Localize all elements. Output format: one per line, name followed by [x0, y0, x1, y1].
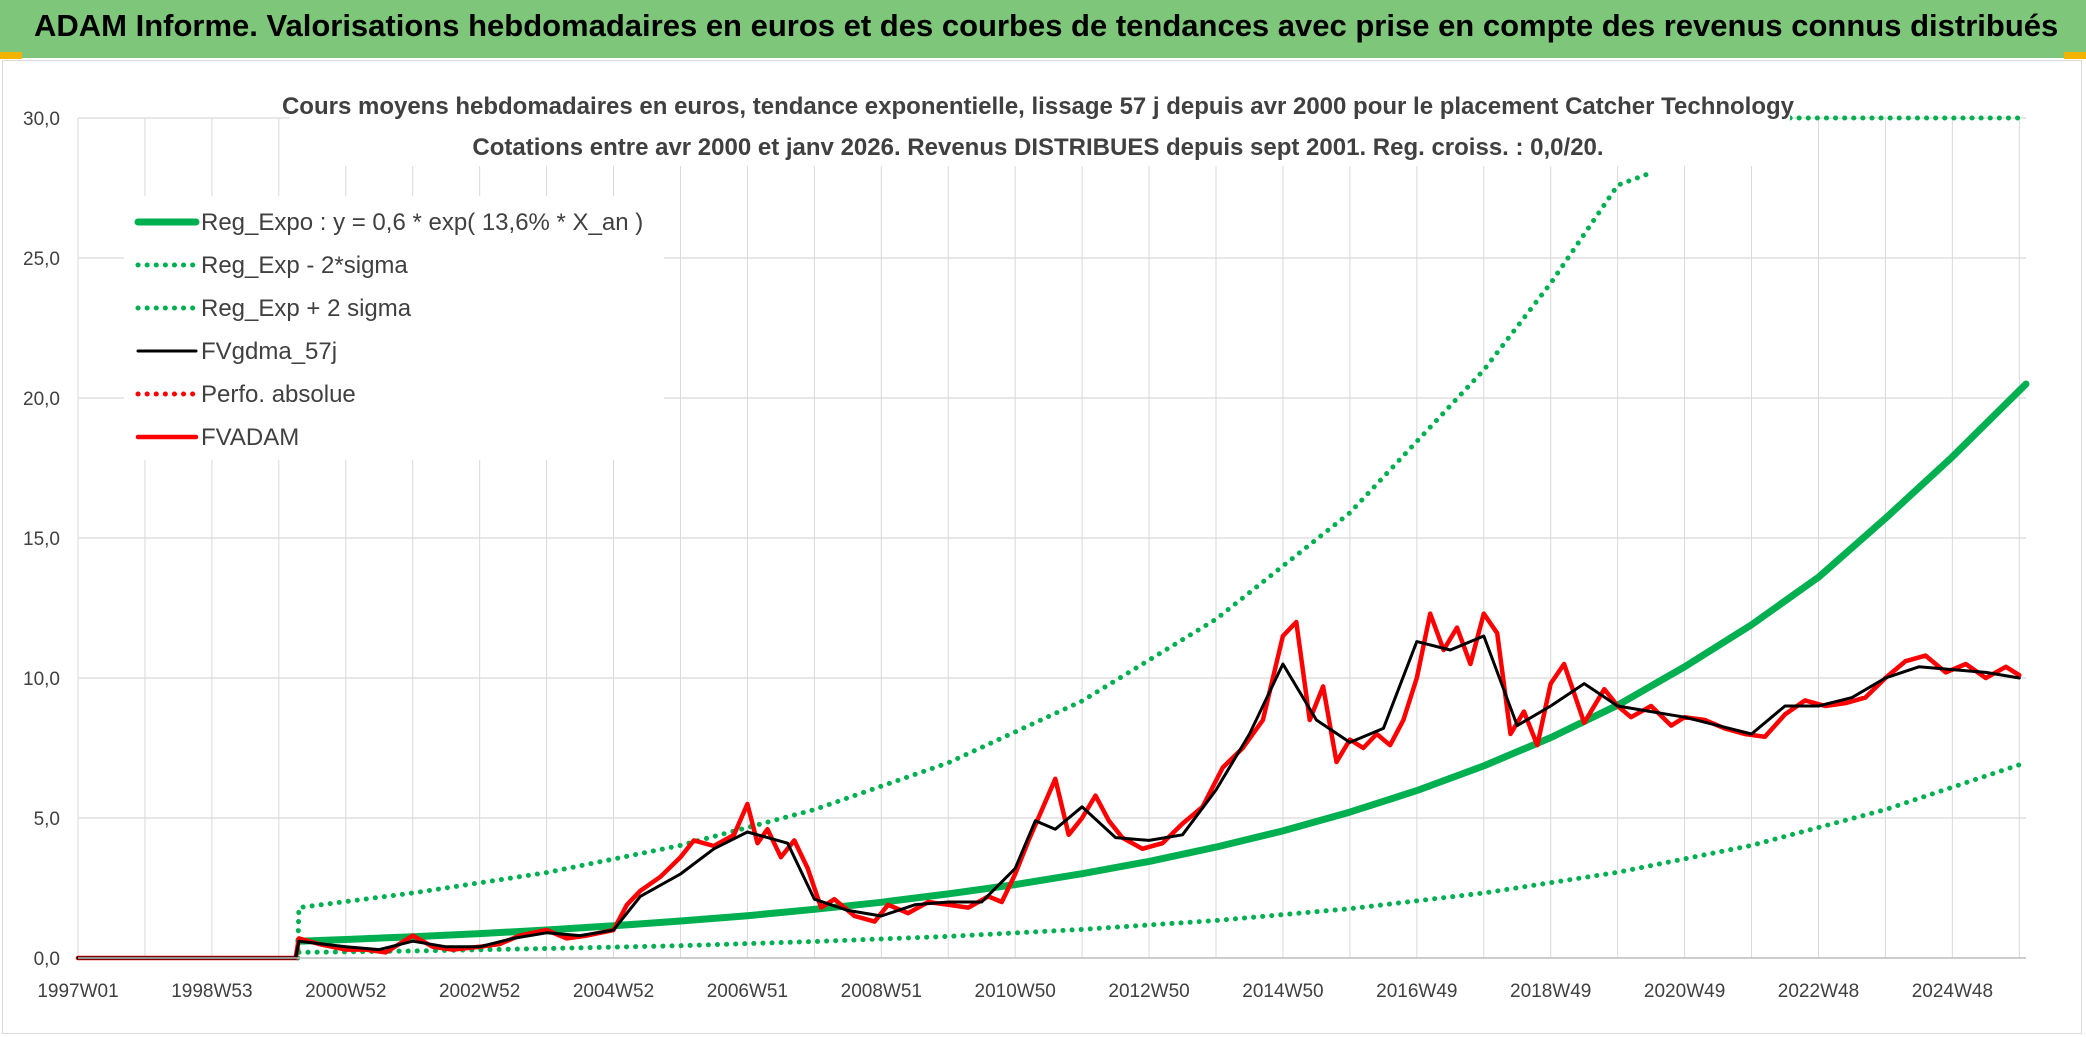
series-line-1 [296, 762, 2022, 955]
y-tick-label: 15,0 [23, 529, 60, 550]
y-tick-label: 30,0 [23, 109, 60, 130]
series-line-3 [76, 634, 2021, 960]
x-tick-label: 2016W49 [1376, 981, 1457, 1002]
legend: Reg_Expo : y = 0,6 * exp( 13,6% * X_an )… [124, 196, 664, 460]
x-tick-label: 1997W01 [37, 981, 118, 1002]
legend-label: Reg_Exp + 2 sigma [201, 295, 412, 322]
y-tick-label: 0,0 [34, 949, 60, 970]
x-tick-label: 2022W48 [1778, 981, 1859, 1002]
x-tick-label: 2014W50 [1242, 981, 1323, 1002]
x-tick-label: 2008W51 [841, 981, 922, 1002]
header-bar: ADAM Informe. Valorisations hebdomadaire… [0, 0, 2086, 58]
corner-accent-right [2064, 52, 2086, 59]
x-tick-label: 2004W52 [573, 981, 654, 1002]
x-tick-label: 2000W52 [305, 981, 386, 1002]
corner-accent-left [0, 52, 22, 59]
axes-layer: 0,0 5,0 10,0 15,0 20,0 25,0 30,0 1997W01 1998W53… [23, 109, 2026, 1002]
x-tick-label: 2020W49 [1644, 981, 1725, 1002]
x-tick-label: 1998W53 [171, 981, 252, 1002]
y-tick-label: 20,0 [23, 389, 60, 410]
chart-frame [2, 60, 2082, 1034]
x-tick-label: 2002W52 [439, 981, 520, 1002]
chart-title: Cours moyens hebdomadaires en euros, ten… [282, 93, 1795, 120]
y-tick-label: 25,0 [23, 249, 60, 270]
series-line-2 [295, 171, 1651, 961]
y-tick-label: 5,0 [34, 809, 60, 830]
chart-titles: Cours moyens hebdomadaires en euros, ten… [282, 86, 1795, 166]
x-tick-label: 2010W50 [975, 981, 1056, 1002]
x-tick-label: 2012W50 [1108, 981, 1189, 1002]
chart-subtitle: Cotations entre avr 2000 et janv 2026. R… [472, 134, 1603, 161]
series-layer [75, 115, 2030, 961]
grid-lines [77, 117, 2026, 959]
y-tick-label: 10,0 [23, 669, 60, 690]
legend-label: Reg_Expo : y = 0,6 * exp( 13,6% * X_an ) [201, 209, 643, 236]
x-tick-label: 2018W49 [1510, 981, 1591, 1002]
legend-label: Reg_Exp - 2*sigma [201, 252, 408, 279]
legend-label: FVADAM [201, 424, 299, 451]
series-line-0 [295, 380, 2030, 945]
page-title: ADAM Informe. Valorisations hebdomadaire… [34, 8, 2059, 43]
legend-label: Perfo. absolue [201, 381, 356, 408]
legend-background [124, 196, 664, 460]
x-tick-label: 2024W48 [1912, 981, 1993, 1002]
legend-label: FVgdma_57j [201, 338, 337, 365]
series-line-5 [75, 611, 2022, 961]
x-tick-label: 2006W51 [707, 981, 788, 1002]
